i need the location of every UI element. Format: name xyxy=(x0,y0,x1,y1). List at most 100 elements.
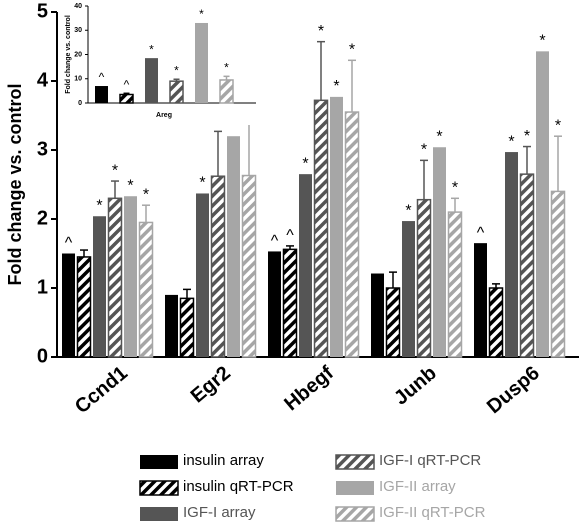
legend-swatch xyxy=(335,506,375,522)
x-tick-label: Hbegf xyxy=(280,362,338,415)
x-tick-label: Ccnd1 xyxy=(71,362,132,418)
bar xyxy=(505,152,518,357)
bar xyxy=(219,79,234,104)
y-axis-label: Fold change vs. control xyxy=(5,83,25,285)
y-tick-label: 40 xyxy=(74,3,82,10)
annotation: * xyxy=(333,78,339,95)
annotation: * xyxy=(405,202,411,219)
bar xyxy=(282,248,298,358)
annotation: * xyxy=(524,128,530,145)
legend-swatch xyxy=(140,455,178,469)
annotation: * xyxy=(508,133,514,150)
bar xyxy=(179,297,195,358)
error-bar xyxy=(111,180,119,199)
error-bar xyxy=(451,197,459,213)
legend-label: IGF-I array xyxy=(183,504,256,521)
annotation: * xyxy=(149,42,154,56)
annotation: * xyxy=(199,175,205,192)
bar xyxy=(62,253,75,357)
bar xyxy=(550,190,566,358)
bar xyxy=(385,287,401,358)
error-bar xyxy=(420,159,428,200)
y-tick-label: 10 xyxy=(74,76,82,83)
bar xyxy=(488,287,504,358)
bar xyxy=(124,196,137,357)
bar xyxy=(76,256,92,358)
bar xyxy=(474,243,487,357)
legend-label: IGF-II qRT-PCR xyxy=(379,504,486,521)
error-bar xyxy=(183,288,191,299)
annotation: ^ xyxy=(271,233,279,250)
bar xyxy=(195,22,208,104)
bar xyxy=(433,147,446,357)
bar xyxy=(93,216,106,357)
annotation: * xyxy=(539,33,545,50)
bar xyxy=(145,58,158,103)
annotation: ^ xyxy=(65,235,73,252)
legend-swatch xyxy=(335,454,375,470)
x-tick-label: Egr2 xyxy=(187,362,235,407)
bar xyxy=(536,51,549,357)
legend-swatch xyxy=(140,507,178,521)
error-bar xyxy=(523,145,531,175)
y-tick-label: 5 xyxy=(37,0,48,22)
bar xyxy=(313,99,329,358)
bar xyxy=(299,174,312,357)
x-tick-label: Junb xyxy=(390,362,441,410)
legend-swatch xyxy=(336,481,374,495)
annotation: * xyxy=(421,142,427,159)
error-bar xyxy=(80,249,88,257)
annotation: * xyxy=(230,117,236,134)
bar xyxy=(95,86,108,103)
y-tick-label: 2 xyxy=(37,207,48,229)
inset-background xyxy=(58,0,266,125)
legend-label: insulin array xyxy=(183,452,264,469)
annotation: * xyxy=(452,180,458,197)
error-bar xyxy=(492,283,500,288)
y-tick-label: 4 xyxy=(37,69,49,91)
error-bar xyxy=(142,204,150,223)
annotation: * xyxy=(318,23,324,40)
annotation: * xyxy=(96,197,102,214)
bar xyxy=(519,173,535,358)
error-bar xyxy=(389,271,397,288)
annotation: * xyxy=(127,177,133,194)
bar xyxy=(241,174,257,358)
error-bar xyxy=(123,92,130,95)
error-bar xyxy=(173,78,180,82)
bar xyxy=(107,197,123,358)
bar xyxy=(344,111,360,358)
annotation: * xyxy=(555,117,561,134)
x-tick-label: Areg xyxy=(156,112,172,119)
bar xyxy=(165,294,178,357)
bar xyxy=(371,273,384,357)
bar xyxy=(447,211,463,358)
bar xyxy=(210,175,226,358)
legend-label: insulin qRT-PCR xyxy=(183,478,294,495)
annotation: ^ xyxy=(286,227,294,244)
bar xyxy=(196,193,209,357)
x-tick-label: Dusp6 xyxy=(483,362,544,418)
annotation: ^ xyxy=(124,77,130,91)
annotation: * xyxy=(349,42,355,59)
annotation: ^ xyxy=(99,70,105,84)
error-bar xyxy=(286,245,294,250)
legend-label: IGF-II array xyxy=(379,478,456,495)
legend-label: IGF-I qRT-PCR xyxy=(379,452,481,469)
bar xyxy=(416,198,432,358)
annotation: * xyxy=(436,128,442,145)
annotation: * xyxy=(302,155,308,172)
y-tick-label: 20 xyxy=(74,51,82,58)
error-bar xyxy=(554,135,562,192)
annotation: * xyxy=(112,162,118,179)
annotation: * xyxy=(174,63,179,77)
bar xyxy=(227,136,240,357)
error-bar xyxy=(317,40,325,101)
y-tick-label: 30 xyxy=(74,27,82,34)
y-axis-label: Fold change vs. control xyxy=(65,15,72,94)
legend-swatch xyxy=(139,480,179,496)
error-bar xyxy=(223,75,230,80)
y-tick-label: 0 xyxy=(78,100,82,107)
error-bar xyxy=(348,59,356,113)
